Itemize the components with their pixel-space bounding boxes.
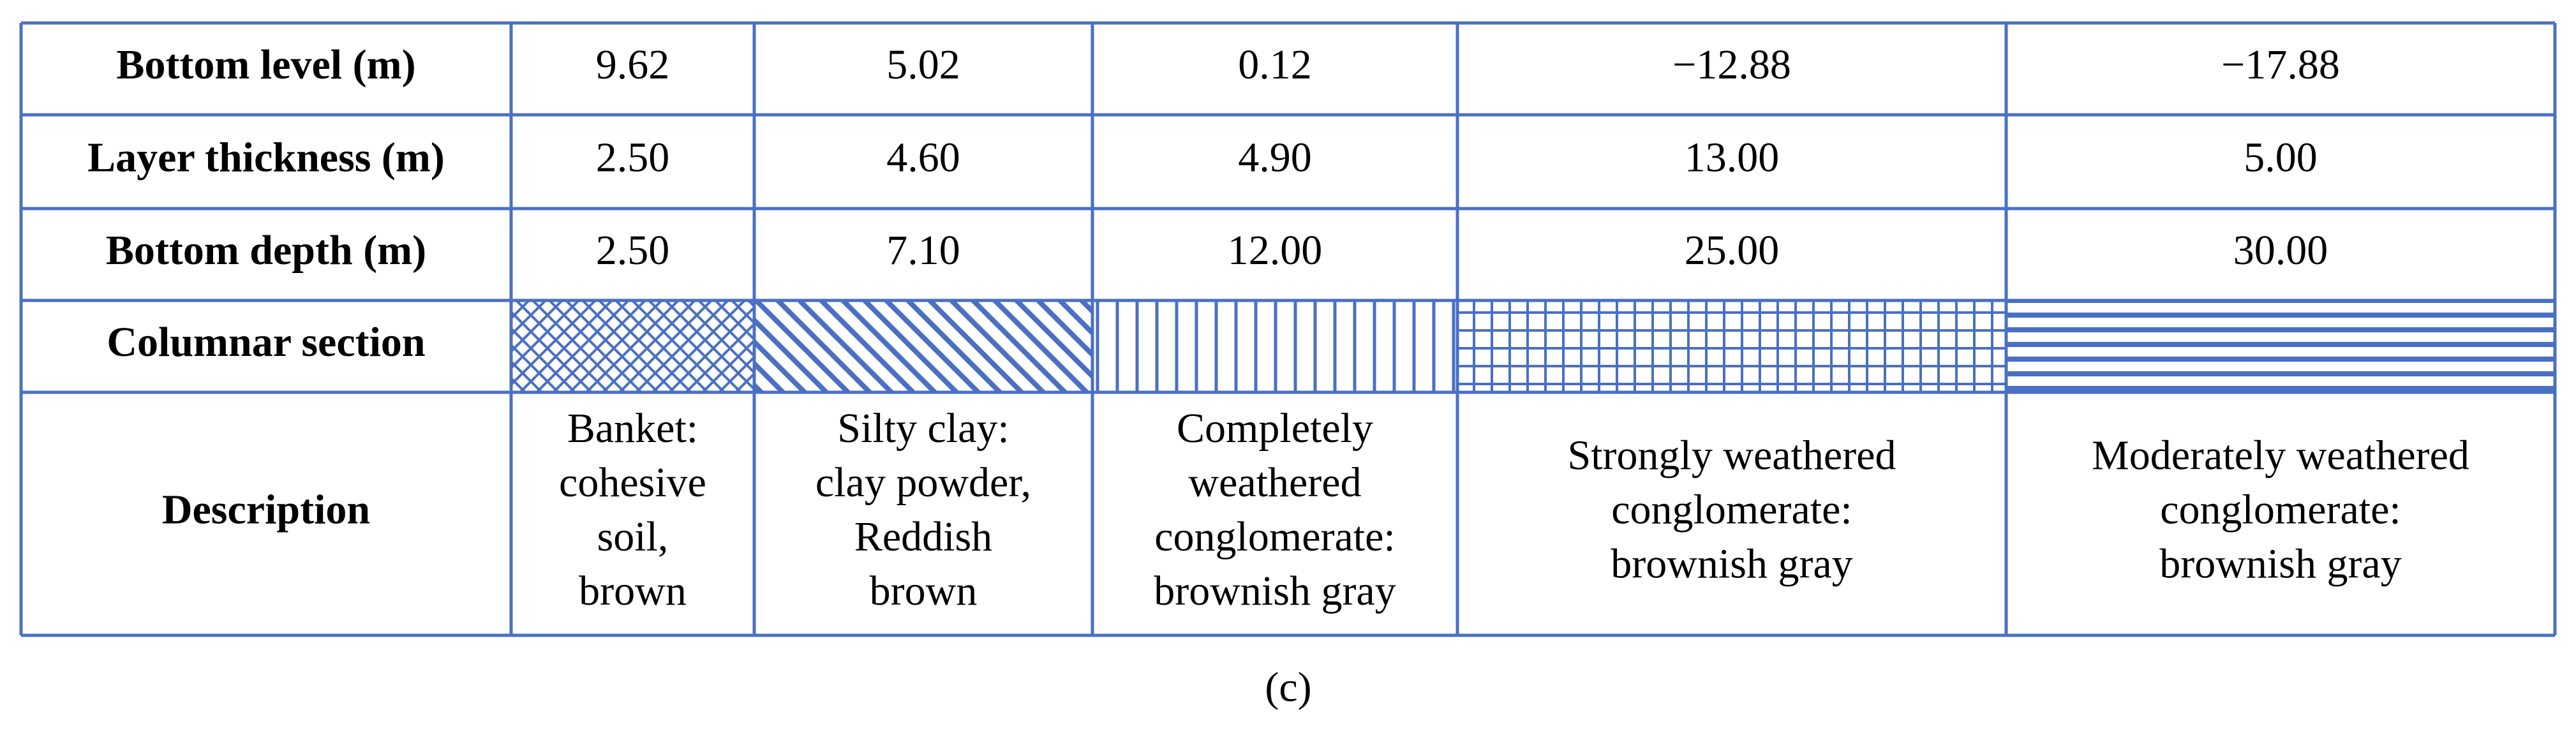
- description-line: weathered: [1188, 459, 1361, 506]
- description-line: brownish gray: [1611, 541, 1852, 587]
- cell-value: 0.12: [1238, 41, 1312, 88]
- description-line: Silty clay:: [837, 405, 1009, 452]
- description-line: conglomerate:: [2160, 487, 2401, 533]
- description-line: soil,: [597, 513, 669, 560]
- cell-value: −12.88: [1672, 41, 1791, 88]
- columnar-pattern: [2006, 300, 2555, 392]
- cell-value: 4.60: [886, 135, 960, 181]
- description-line: brown: [579, 568, 687, 614]
- description-line: Completely: [1177, 405, 1373, 452]
- figure-caption: (c): [1265, 664, 1311, 711]
- cell-value: 9.62: [596, 41, 670, 88]
- cell-value: 5.00: [2244, 135, 2318, 181]
- description-line: conglomerate:: [1611, 487, 1852, 533]
- description-line: clay powder,: [815, 459, 1031, 506]
- description-line: brown: [870, 568, 978, 614]
- description-line: brownish gray: [2159, 541, 2401, 587]
- description-line: Banket:: [567, 405, 698, 452]
- cell-value: 13.00: [1685, 135, 1780, 181]
- cell-value: 7.10: [886, 227, 960, 274]
- cell-value: 2.50: [596, 135, 670, 181]
- row-label: Layer thickness (m): [87, 135, 445, 181]
- columnar-pattern: [1092, 300, 1457, 392]
- cell-value: 30.00: [2233, 227, 2328, 274]
- description-line: cohesive: [559, 459, 706, 506]
- cell-value: 25.00: [1685, 227, 1780, 274]
- columnar-pattern: [754, 300, 1092, 392]
- cell-value: 12.00: [1228, 227, 1323, 274]
- row-label: Description: [162, 487, 370, 533]
- cell-value: 4.90: [1238, 135, 1312, 181]
- columnar-pattern: [1457, 300, 2006, 392]
- row-label: Bottom level (m): [116, 41, 415, 88]
- description-line: Reddish: [854, 513, 992, 560]
- description-line: Strongly weathered: [1567, 432, 1896, 479]
- columnar-pattern: [511, 300, 754, 392]
- row-label: Bottom depth (m): [106, 227, 426, 274]
- description-line: brownish gray: [1154, 568, 1396, 614]
- cell-value: 5.02: [886, 41, 960, 88]
- description-line: conglomerate:: [1154, 513, 1396, 560]
- description-line: Moderately weathered: [2092, 432, 2469, 479]
- row-label: Columnar section: [107, 319, 425, 366]
- cell-value: −17.88: [2221, 41, 2340, 88]
- cell-value: 2.50: [596, 227, 670, 274]
